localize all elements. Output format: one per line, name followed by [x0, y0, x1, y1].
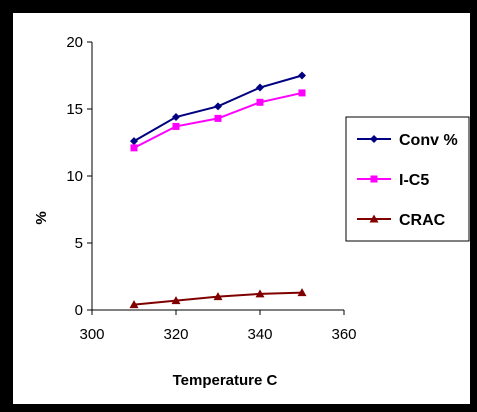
data-point — [130, 144, 138, 152]
legend-swatch-marker — [370, 175, 378, 183]
data-point — [297, 288, 307, 297]
data-point — [130, 137, 138, 146]
x-tick-label: 320 — [163, 326, 188, 343]
legend-entry: Conv % — [399, 132, 458, 149]
series-2 — [129, 288, 307, 309]
x-tick-label: 300 — [79, 326, 104, 343]
series-0 — [130, 71, 306, 146]
y-tick-label: 0 — [75, 302, 83, 319]
y-axis-label: % — [33, 211, 50, 224]
data-point — [129, 300, 139, 309]
x-tick-label: 360 — [331, 326, 356, 343]
x-axis-label: Temperature C — [173, 372, 278, 389]
y-tick-label: 10 — [66, 168, 83, 185]
series-layer — [129, 71, 307, 309]
legend-swatch-marker — [370, 135, 378, 143]
data-point — [214, 102, 222, 111]
data-point — [172, 122, 180, 130]
y-tick-label: 15 — [66, 101, 83, 118]
data-point — [256, 83, 264, 92]
data-point — [214, 114, 222, 122]
data-point — [171, 296, 181, 305]
legend-entry: CRAC — [399, 212, 446, 229]
legend-entry: I-C5 — [399, 172, 429, 189]
x-tick-label: 340 — [247, 326, 272, 343]
y-tick-label: 5 — [75, 235, 83, 252]
data-point — [213, 292, 223, 301]
series-1 — [130, 89, 306, 152]
axes: 0 5 10 15 20 300 320 340 360 — [66, 34, 356, 343]
data-point — [172, 113, 180, 122]
data-point — [256, 98, 264, 106]
data-point — [298, 71, 306, 80]
data-point — [255, 289, 265, 298]
legend: Conv % I-C5 CRAC — [345, 116, 470, 242]
legend-swatch-marker — [369, 214, 379, 223]
y-tick-label: 20 — [66, 34, 83, 51]
data-point — [298, 89, 306, 97]
